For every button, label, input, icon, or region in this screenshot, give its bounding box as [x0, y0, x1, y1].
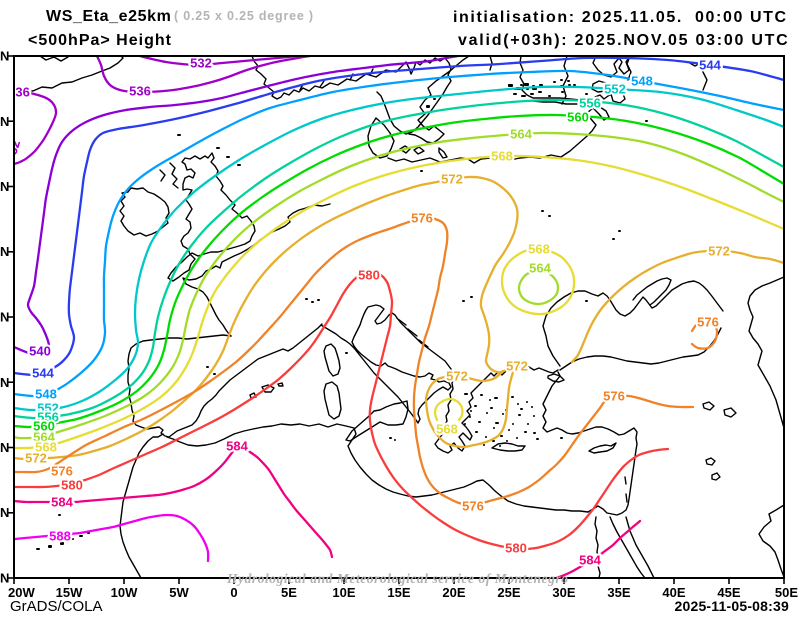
svg-text:25E: 25E: [497, 585, 520, 600]
svg-text:5E: 5E: [281, 585, 297, 600]
svg-text:N: N: [0, 114, 9, 129]
svg-text:572: 572: [25, 451, 47, 466]
svg-text:5W: 5W: [169, 585, 189, 600]
svg-text:556: 556: [37, 410, 59, 425]
svg-text:568: 568: [436, 422, 458, 437]
svg-text:560: 560: [567, 110, 589, 125]
svg-text:568: 568: [528, 242, 550, 257]
svg-text:N: N: [0, 440, 9, 455]
svg-text:580: 580: [61, 478, 83, 493]
svg-text:576: 576: [697, 315, 719, 330]
svg-text:15W: 15W: [56, 585, 83, 600]
svg-text:20W: 20W: [8, 585, 35, 600]
svg-text:544: 544: [32, 366, 54, 381]
svg-text:564: 564: [529, 261, 551, 276]
svg-text:50E: 50E: [775, 585, 798, 600]
svg-text:584: 584: [579, 553, 601, 568]
svg-text:572: 572: [441, 172, 463, 187]
svg-text:544: 544: [699, 58, 721, 73]
svg-text:2025-11-05-08:39: 2025-11-05-08:39: [674, 598, 789, 614]
svg-text:580: 580: [358, 268, 380, 283]
svg-text:564: 564: [510, 127, 532, 142]
svg-text:Hydrological and Meteorologica: Hydrological and Meteorological service …: [226, 571, 569, 586]
svg-text:valid(+03h): 2025.NOV.05 03:00: valid(+03h): 2025.NOV.05 03:00 UTC: [458, 32, 789, 49]
svg-text:552: 552: [37, 401, 59, 416]
svg-text:532: 532: [2, 138, 23, 163]
svg-text:N: N: [0, 571, 9, 586]
svg-text:initialisation: 2025.11.05. 0: initialisation: 2025.11.05. 00:00 UTC: [453, 9, 788, 26]
svg-text:WS_Eta_e25km: WS_Eta_e25km: [46, 8, 172, 25]
svg-text:584: 584: [51, 495, 73, 510]
svg-text:580: 580: [505, 541, 527, 556]
svg-text:552: 552: [604, 82, 626, 97]
svg-text:576: 576: [462, 499, 484, 514]
svg-text:564: 564: [33, 430, 55, 445]
svg-text:548: 548: [35, 387, 57, 402]
svg-text:GrADS/COLA: GrADS/COLA: [10, 598, 103, 615]
svg-text:536: 536: [129, 84, 151, 99]
svg-text:556: 556: [579, 96, 601, 111]
svg-text:N: N: [0, 179, 9, 194]
svg-text:588: 588: [49, 529, 71, 544]
svg-text:536: 536: [8, 85, 30, 100]
svg-text:576: 576: [603, 389, 625, 404]
svg-text:576: 576: [51, 464, 73, 479]
svg-text:10W: 10W: [111, 585, 138, 600]
svg-text:N: N: [0, 310, 9, 325]
svg-text:548: 548: [631, 74, 653, 89]
svg-text:N: N: [0, 505, 9, 520]
svg-text:10E: 10E: [332, 585, 355, 600]
svg-text:540: 540: [29, 344, 51, 359]
svg-text:576: 576: [411, 211, 433, 226]
svg-text:572: 572: [506, 359, 528, 374]
svg-text:572: 572: [446, 369, 468, 384]
svg-text:N: N: [0, 244, 9, 259]
svg-text:N: N: [0, 375, 9, 390]
svg-text:560: 560: [33, 419, 55, 434]
svg-text:15E: 15E: [387, 585, 410, 600]
svg-text:532: 532: [190, 56, 212, 71]
svg-text:35E: 35E: [607, 585, 630, 600]
svg-text:20E: 20E: [442, 585, 465, 600]
svg-text:584: 584: [226, 439, 248, 454]
svg-text:N: N: [0, 49, 9, 64]
svg-text:0: 0: [230, 585, 237, 600]
svg-text:<500hPa> Height: <500hPa> Height: [28, 32, 172, 49]
svg-text:568: 568: [491, 149, 513, 164]
svg-text:30E: 30E: [552, 585, 575, 600]
svg-text:568: 568: [35, 440, 57, 455]
svg-text:45E: 45E: [717, 585, 740, 600]
svg-text:40E: 40E: [662, 585, 685, 600]
svg-text:( 0.25 x 0.25 degree ): ( 0.25 x 0.25 degree ): [174, 9, 314, 23]
svg-text:572: 572: [708, 244, 730, 259]
